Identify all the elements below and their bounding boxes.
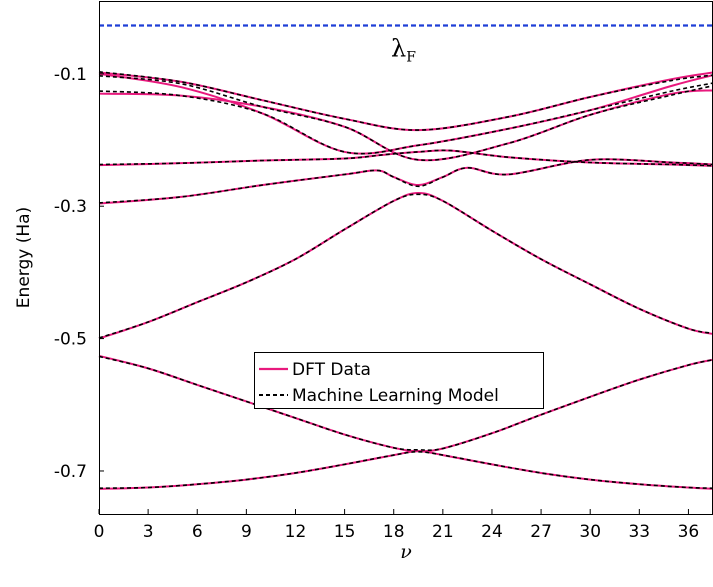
x-axis: 0 3 6 9 12 15 18 21 24 27 30 33 36 (94, 509, 700, 542)
band-dft-4 (98, 149, 713, 167)
band-ml-2 (98, 75, 713, 162)
y-tick-label: -0.5 (54, 330, 87, 350)
x-tick-label: 36 (678, 522, 700, 542)
x-tick-label: 18 (383, 522, 405, 542)
legend-label-dft: DFT Data (292, 360, 371, 380)
band-ml-3 (98, 82, 713, 155)
x-tick-label: 27 (530, 522, 552, 542)
x-tick-label: 30 (579, 522, 601, 542)
band-ml-6 (98, 193, 713, 339)
band-ml-5 (98, 158, 713, 204)
x-tick-label: 33 (628, 522, 650, 542)
fermi-level-label: λF (391, 34, 416, 65)
y-axis-label: Energy (Ha) (14, 207, 34, 308)
fermi-level-symbol: λ (391, 34, 406, 62)
fermi-level-subscript: F (406, 49, 416, 65)
x-tick-label: 6 (192, 522, 203, 542)
x-axis-label: ν (400, 541, 412, 563)
fermi-layer: λF (99, 24, 713, 65)
bands-layer (98, 71, 713, 490)
plot-frame (99, 1, 713, 515)
x-tick-label: 3 (143, 522, 154, 542)
x-tick-label: 0 (94, 522, 105, 542)
y-axis: -0.1 -0.3 -0.5 -0.7 (54, 65, 104, 482)
legend-label-ml: Machine Learning Model (292, 386, 499, 406)
x-tick-label: 9 (241, 522, 252, 542)
x-tick-label: 21 (432, 522, 454, 542)
x-tick-label: 24 (481, 522, 503, 542)
y-tick-label: -0.1 (54, 65, 87, 85)
legend: DFT Data Machine Learning Model (254, 352, 544, 409)
band-ml-8 (98, 450, 713, 489)
band-dft-6 (98, 191, 713, 340)
band-ml-1 (98, 71, 713, 131)
x-tick-label: 15 (334, 522, 356, 542)
band-dft-5 (98, 158, 713, 205)
y-tick-label: -0.3 (54, 197, 87, 217)
legend-box (254, 352, 544, 409)
y-tick-label: -0.7 (54, 462, 87, 482)
x-tick-label: 12 (285, 522, 307, 542)
